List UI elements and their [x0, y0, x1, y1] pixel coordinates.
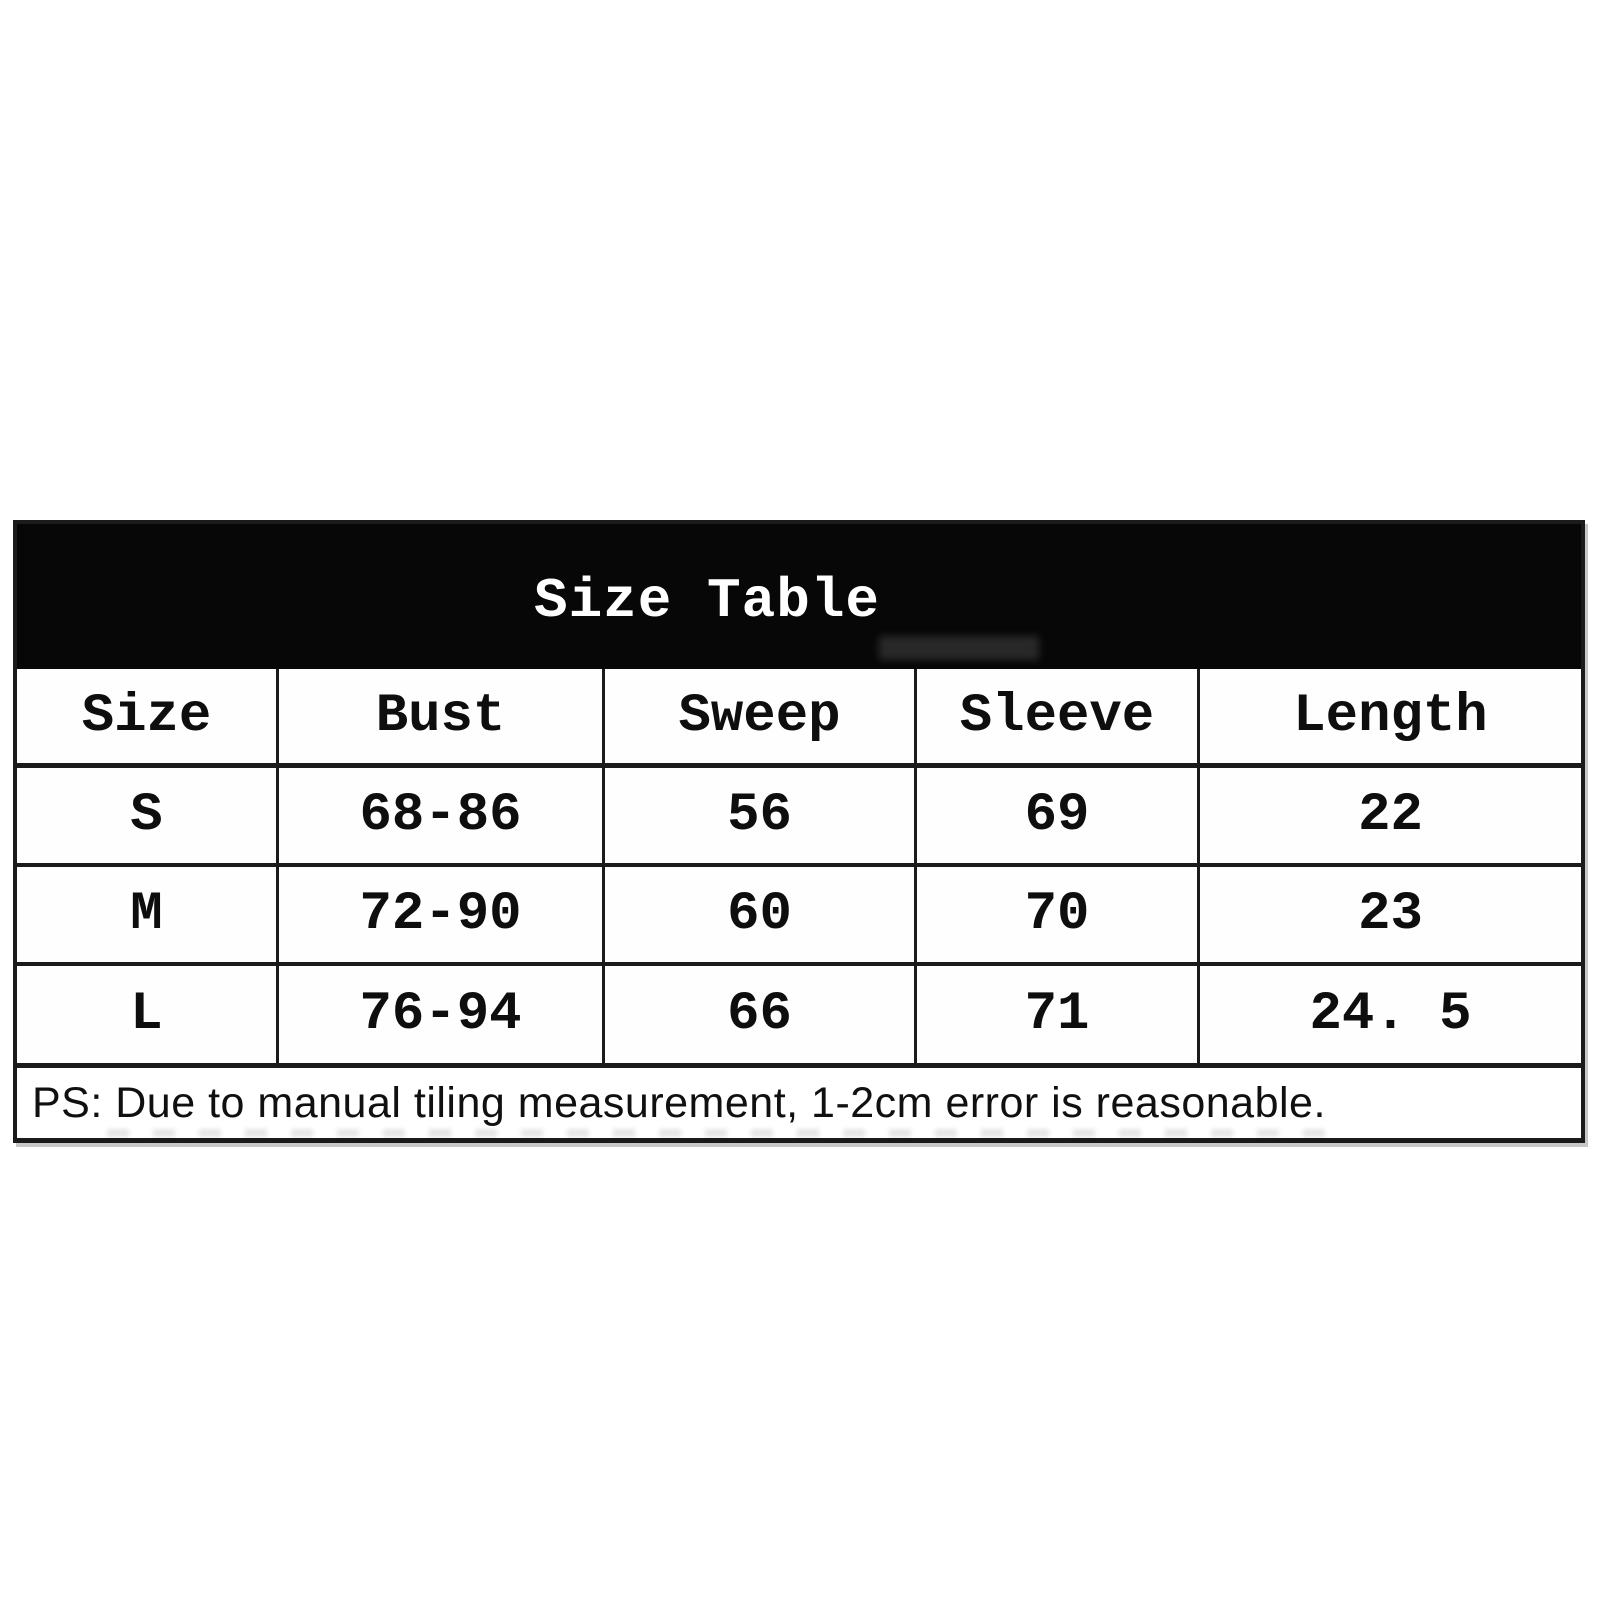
banner-ghost-artifact [879, 636, 1039, 660]
column-header-size: Size [17, 669, 276, 763]
cell-sleeve: 69 [914, 768, 1197, 863]
table-row-l: L 76-94 66 71 24. 5 [17, 962, 1581, 1063]
cell-bust: 76-94 [276, 966, 602, 1063]
cell-length: 23 [1197, 867, 1581, 962]
table-header-row: Size Bust Sweep Sleeve Length [17, 669, 1581, 768]
column-header-sleeve: Sleeve [914, 669, 1197, 763]
cell-sweep: 56 [602, 768, 914, 863]
cell-sleeve: 71 [914, 966, 1197, 1063]
cell-sweep: 66 [602, 966, 914, 1063]
measurement-note-row: PS: Due to manual tiling measurement, 1-… [17, 1063, 1581, 1138]
table-row-m: M 72-90 60 70 23 [17, 863, 1581, 962]
measurement-note-text: PS: Due to manual tiling measurement, 1-… [32, 1078, 1326, 1127]
cell-bust: 72-90 [276, 867, 602, 962]
size-table-banner: Size Table [17, 524, 1581, 669]
cell-bust: 68-86 [276, 768, 602, 863]
cell-length: 22 [1197, 768, 1581, 863]
size-table-title: Size Table [533, 568, 881, 633]
cell-length: 24. 5 [1197, 966, 1581, 1063]
column-header-bust: Bust [276, 669, 602, 763]
size-chart-table: Size Table Size Bust Sweep Sleeve Length… [13, 520, 1585, 1143]
column-header-sweep: Sweep [602, 669, 914, 763]
cell-sleeve: 70 [914, 867, 1197, 962]
column-header-length: Length [1197, 669, 1581, 763]
cell-size: L [17, 966, 276, 1063]
cell-size: M [17, 867, 276, 962]
note-ghost-artifact [107, 1129, 1341, 1137]
cell-size: S [17, 768, 276, 863]
table-row-s: S 68-86 56 69 22 [17, 768, 1581, 863]
cell-sweep: 60 [602, 867, 914, 962]
